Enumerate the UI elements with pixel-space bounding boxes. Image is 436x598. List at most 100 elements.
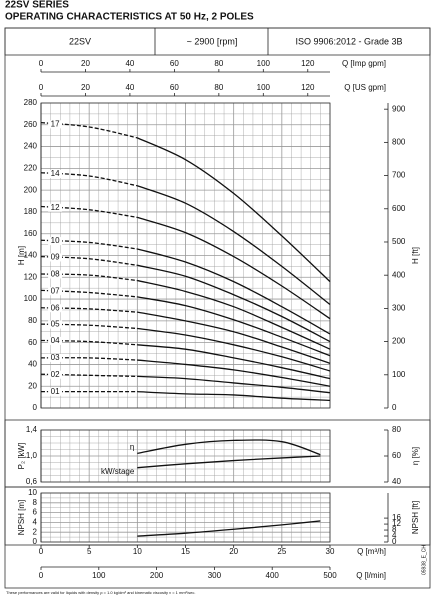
y2-tick-label: 100: [392, 370, 406, 379]
y-tick-label: 20: [28, 381, 37, 390]
y2-tick-label: 200: [392, 337, 406, 346]
curve-dashed: [40, 339, 138, 346]
q-axis-label: Q [US gpm]: [344, 83, 386, 92]
y-tick-label: 40: [28, 360, 37, 369]
y-axis-label: P₂ [kW]: [17, 443, 26, 470]
y-tick-label: 140: [24, 251, 38, 260]
y-tick-label: 10: [28, 488, 37, 497]
y2-tick-label: 400: [392, 270, 406, 279]
curve-label-bg: [48, 253, 63, 262]
curve-label: 08: [51, 270, 60, 279]
q-axis-label: Q [l/min]: [356, 571, 386, 580]
y2-tick-label: 700: [392, 171, 406, 180]
curve: [137, 216, 331, 320]
y-axis-label: NPSH [m]: [17, 500, 26, 536]
y-tick-label: 0: [33, 537, 38, 546]
q-tick-label: 30: [326, 547, 335, 556]
curve-label: 09: [51, 253, 60, 262]
curve-label-bg: [48, 237, 63, 246]
curve-label-bg: [48, 203, 63, 212]
curve-label-bg: [48, 387, 63, 396]
drawing-code: 05938_E_CH: [421, 545, 427, 575]
y2-axis-label: NPSH [ft]: [411, 501, 420, 534]
y2-tick-label: 800: [392, 137, 406, 146]
q-tick-label: 25: [277, 547, 286, 556]
curve-label-bg: [48, 304, 63, 313]
curve: [137, 248, 331, 335]
y-tick-label: 160: [24, 229, 38, 238]
y2-tick-label: 12: [392, 519, 401, 528]
title: 22SV SERIES: [5, 0, 69, 11]
curve: [137, 455, 321, 469]
q-tick-label: 10: [133, 547, 142, 556]
curve-label: kW/stage: [101, 467, 135, 476]
curve: [137, 439, 321, 456]
y-tick-label: 8: [33, 498, 38, 507]
curve: [137, 327, 331, 372]
curve-label: 03: [51, 353, 60, 362]
y-tick-label: 6: [33, 508, 38, 517]
q-tick-label: 80: [214, 83, 223, 92]
curve-dashed: [40, 172, 138, 187]
y2-tick-label: 500: [392, 237, 406, 246]
curve: [137, 296, 331, 357]
q-tick-label: 60: [170, 59, 179, 68]
y-tick-label: 180: [24, 207, 38, 216]
curve-label-bg: [48, 270, 63, 279]
y2-tick-label: 8: [392, 525, 397, 534]
q-axis-label: Q [Imp gpm]: [342, 59, 386, 68]
npsh-section: [4, 486, 431, 546]
curve-label: 01: [51, 387, 60, 396]
curve-dashed: [40, 373, 138, 378]
curve-label-bg: [48, 353, 63, 362]
curve-dashed: [40, 239, 138, 250]
curve-label: 12: [51, 203, 60, 212]
y-tick-label: 260: [24, 120, 38, 129]
curve-label-bg: [48, 336, 63, 345]
y2-tick-label: 0: [392, 537, 397, 546]
y-tick-label: 120: [24, 272, 38, 281]
q-tick-label: 0: [39, 547, 44, 556]
q-tick-label: 80: [214, 59, 223, 68]
header-cell: ~ 2900 [rpm]: [187, 36, 238, 46]
y2-tick-label: 600: [392, 204, 406, 213]
q-tick-label: 120: [301, 83, 315, 92]
curve-label-bg: [48, 320, 63, 329]
q-tick-label: 40: [125, 83, 134, 92]
y2-tick-label: 300: [392, 304, 406, 313]
curve: [137, 185, 331, 306]
curve-label: 06: [51, 303, 60, 312]
curve-label: η: [130, 443, 134, 452]
q-tick-label: 500: [323, 571, 337, 580]
y2-tick-label: 900: [392, 104, 406, 113]
y-tick-label: 80: [28, 316, 37, 325]
curve: [137, 344, 331, 380]
curve: [137, 311, 331, 364]
curve-dashed: [40, 323, 138, 330]
curve: [137, 375, 331, 394]
y-tick-label: 2: [33, 527, 38, 536]
y-tick-label: 4: [33, 518, 38, 527]
curve-dashed: [40, 255, 138, 266]
curve-label: 17: [51, 119, 60, 128]
header-cell: 22SV: [69, 36, 91, 46]
header-cell: ISO 9906:2012 - Grade 3B: [295, 36, 402, 46]
curve: [137, 279, 331, 350]
curve-label-bg: [48, 120, 63, 129]
q-tick-label: 15: [181, 547, 190, 556]
curve: [137, 359, 331, 387]
curve-dashed: [40, 307, 138, 313]
y-tick-label: 200: [24, 185, 38, 194]
y2-tick-label: 0: [392, 403, 397, 412]
footnote: These performances are valid for liquids…: [6, 590, 195, 595]
curve-label: 07: [51, 286, 60, 295]
y-tick-label: 1,0: [26, 451, 38, 460]
q-tick-label: 20: [81, 83, 90, 92]
y2-axis-label: H [ft]: [411, 247, 420, 264]
y-tick-label: 1,4: [26, 425, 38, 434]
q-tick-label: 60: [170, 83, 179, 92]
q-tick-label: 100: [257, 83, 271, 92]
y-axis-label: H [m]: [17, 246, 26, 265]
y-tick-label: 100: [24, 294, 38, 303]
y-tick-label: 280: [24, 98, 38, 107]
